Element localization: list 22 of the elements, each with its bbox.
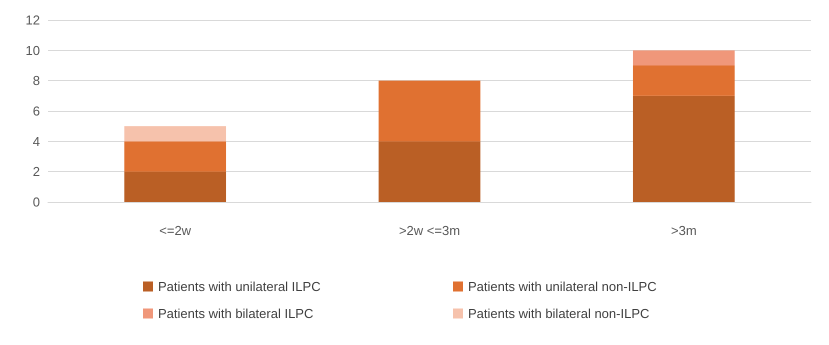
legend-label: Patients with bilateral non-ILPC — [468, 306, 650, 321]
bar — [124, 141, 226, 172]
y-tick-label: 4 — [32, 134, 40, 149]
bar — [124, 172, 226, 202]
y-tick-label: 2 — [32, 164, 40, 180]
bar — [378, 141, 480, 202]
y-tick-label: 6 — [32, 104, 40, 118]
y-tick-label: 8 — [32, 73, 40, 88]
y-tick-label: 12 — [26, 12, 40, 28]
x-tick-label: >2w <=3m — [398, 223, 460, 238]
bar — [124, 126, 226, 142]
legend-label: Patients with unilateral non-ILPC — [468, 279, 657, 294]
x-tick-label: <=2w — [159, 223, 192, 238]
y-tick-label: 0 — [32, 194, 40, 210]
bar — [632, 66, 735, 96]
bar — [632, 50, 735, 66]
bar — [632, 96, 735, 202]
legend-label: Patients with unilateral ILPC — [158, 279, 321, 294]
y-tick-label: 10 — [26, 42, 40, 58]
legend-label: Patients with bilateral ILPC — [158, 306, 314, 321]
bar — [378, 80, 480, 142]
x-tick-label: >3m — [671, 223, 697, 238]
